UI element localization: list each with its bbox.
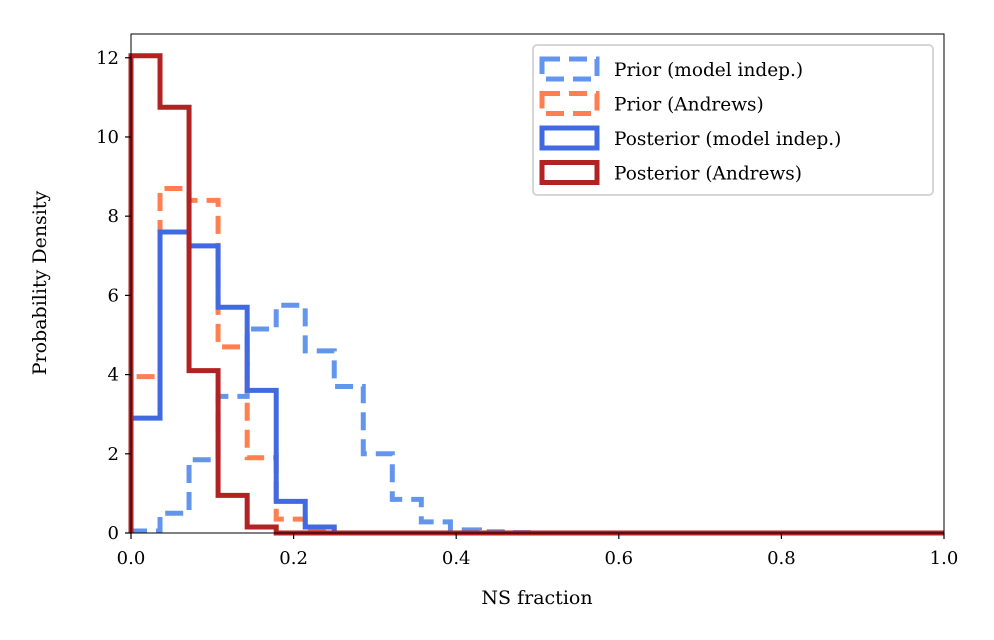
legend-label-posterior-andrews: Posterior (Andrews) bbox=[614, 164, 802, 185]
y-tick-label: 10 bbox=[96, 127, 119, 148]
legend-box bbox=[532, 44, 934, 196]
y-tick-label: 4 bbox=[108, 365, 119, 386]
legend: Prior (model indep.) Prior (Andrews) Poste… bbox=[532, 44, 934, 196]
legend-swatch-posterior-model-indep bbox=[539, 125, 600, 151]
plot-frame bbox=[130, 33, 945, 534]
y-tick-label: 6 bbox=[108, 285, 119, 306]
legend-swatch-posterior-andrews bbox=[539, 160, 600, 185]
legend-label-prior-model-indep: Prior (model indep.) bbox=[614, 60, 803, 81]
y-axis-label: Probability Density bbox=[29, 190, 51, 375]
legend-swatch-prior-model-indep bbox=[539, 56, 600, 82]
y-tick-label: 2 bbox=[108, 444, 119, 465]
x-axis: 0.0 0.2 0.4 0.6 0.8 1.0 bbox=[117, 533, 959, 569]
x-axis-label: NS fraction bbox=[481, 587, 592, 609]
x-tick-label: 0.0 bbox=[117, 548, 146, 569]
series-1-prior-andrews bbox=[128, 185, 944, 536]
x-tick-label: 0.8 bbox=[767, 548, 796, 569]
series-0-prior-model-indep bbox=[128, 302, 944, 536]
x-tick-label: 0.6 bbox=[604, 548, 633, 569]
x-tick-label: 0.2 bbox=[279, 548, 308, 569]
y-tick-label: 8 bbox=[108, 206, 119, 227]
legend-label-posterior-model-indep: Posterior (model indep.) bbox=[614, 129, 841, 150]
legend-swatch-prior-andrews bbox=[539, 91, 600, 116]
series-layer bbox=[128, 53, 944, 536]
legend-label-prior-andrews: Prior (Andrews) bbox=[614, 95, 764, 116]
y-tick-label: 0 bbox=[108, 523, 119, 544]
series-2-posterior-model-indep bbox=[128, 229, 944, 536]
x-tick-label: 0.4 bbox=[442, 548, 471, 569]
y-tick-label: 12 bbox=[96, 48, 119, 69]
series-3-posterior-andrews bbox=[128, 53, 944, 536]
x-tick-label: 1.0 bbox=[930, 548, 959, 569]
y-axis: 0 2 4 6 8 10 12 bbox=[96, 48, 131, 544]
